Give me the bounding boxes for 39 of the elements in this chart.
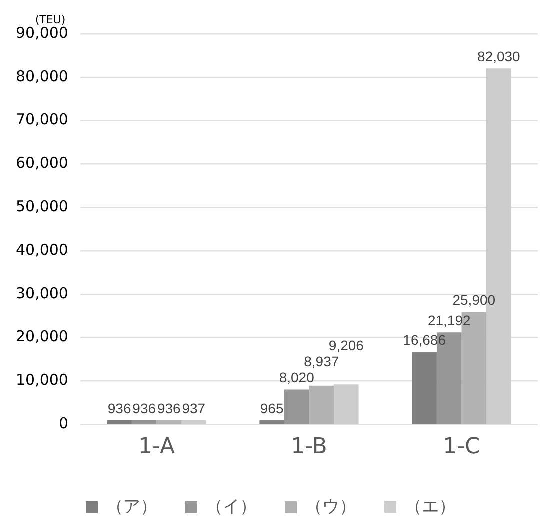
bar <box>107 420 132 424</box>
data-label: 16,686 <box>403 332 446 348</box>
legend-label: （エ） <box>405 496 456 517</box>
legend-label: （ウ） <box>306 496 356 517</box>
y-tick-label: 30,000 <box>16 284 68 302</box>
y-tick-label: 60,000 <box>16 154 68 172</box>
bar <box>284 390 310 424</box>
y-tick-label: 40,000 <box>16 240 68 259</box>
data-label: 8,937 <box>304 354 340 370</box>
x-tick-label: 1-A <box>138 434 175 460</box>
bar <box>412 352 437 424</box>
y-tick-label: 50,000 <box>16 197 68 216</box>
data-label: 25,900 <box>452 292 496 308</box>
legend-label: （イ） <box>206 496 257 517</box>
y-axis-title: (TEU) <box>35 13 66 26</box>
bar <box>309 386 334 424</box>
data-label: 936 <box>132 400 156 416</box>
data-label: 21,192 <box>428 312 471 328</box>
bar <box>182 420 206 424</box>
bar <box>260 420 284 424</box>
data-label: 937 <box>182 400 206 416</box>
x-tick-label: 1-C <box>443 434 480 460</box>
data-label: 965 <box>260 400 284 416</box>
y-tick-label: 70,000 <box>16 110 68 129</box>
legend-label: （ア） <box>106 496 158 517</box>
data-label: 936 <box>108 400 132 416</box>
y-tick-label: 90,000 <box>16 24 68 42</box>
bar <box>156 420 182 424</box>
y-tick-label: 20,000 <box>16 328 68 346</box>
bar <box>132 420 157 424</box>
x-tick-label: 1-B <box>291 434 328 460</box>
data-label: 9,206 <box>328 338 364 354</box>
data-label: 936 <box>157 400 182 416</box>
y-tick-label: 0 <box>58 414 68 432</box>
y-tick-label: 10,000 <box>16 371 68 390</box>
bar <box>334 384 359 424</box>
y-tick-label: 80,000 <box>16 67 68 86</box>
data-label: 82,030 <box>478 48 521 64</box>
data-label: 8,020 <box>279 370 315 386</box>
